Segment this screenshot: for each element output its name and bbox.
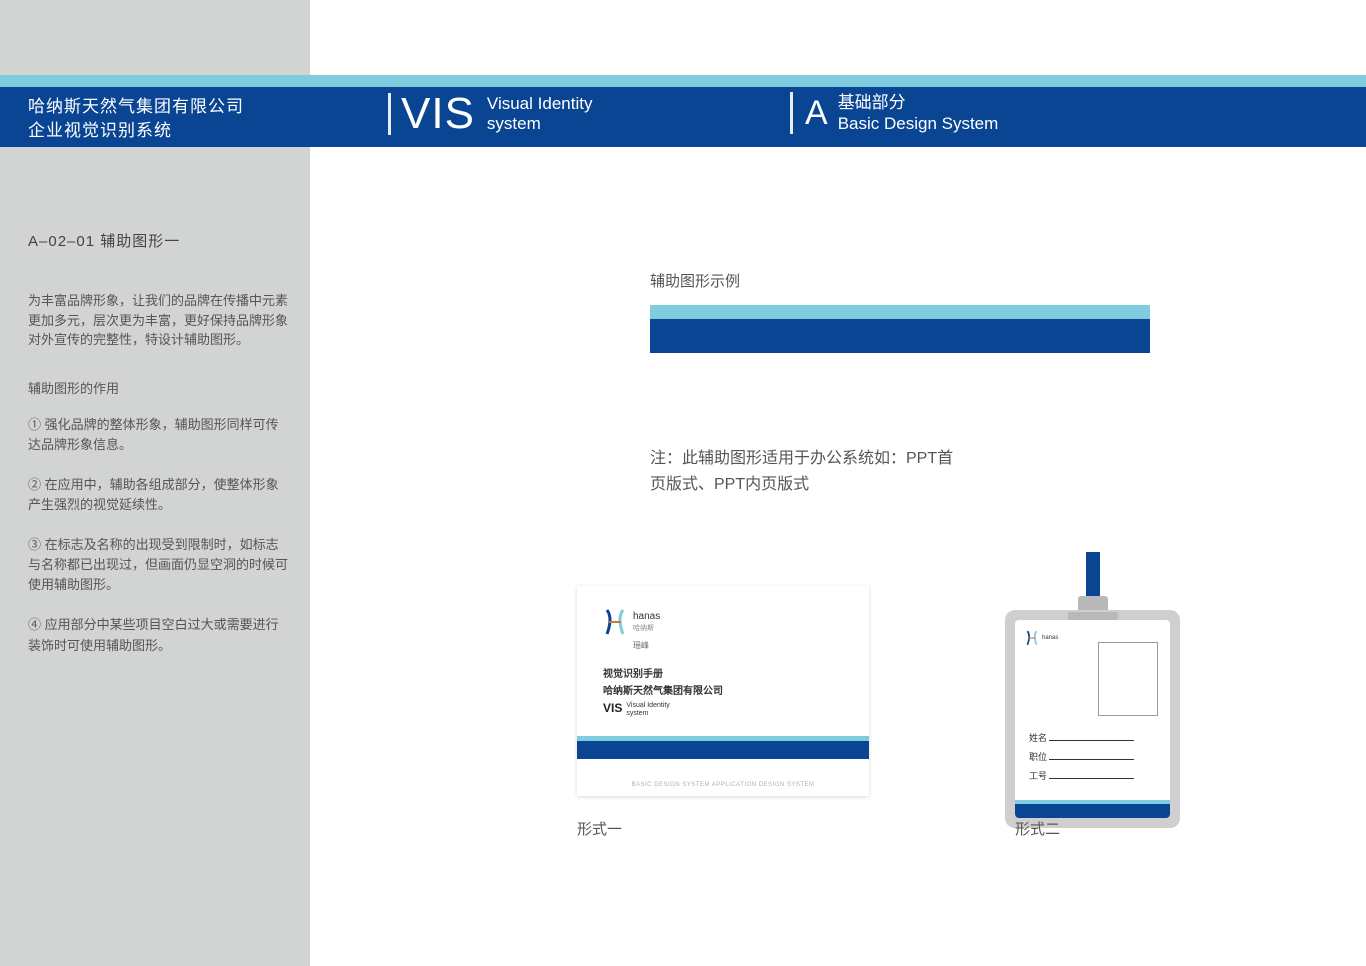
example-cyan-bar	[650, 305, 1150, 319]
form1-footer-text: BASIC DESIGN SYSTEM APPLICATION DESIGN S…	[577, 782, 869, 788]
sidebar-item-1: ① 强化品牌的整体形象，辅助图形同样可传达品牌形象信息。	[28, 415, 288, 455]
badge-brand-text: hanas	[1042, 635, 1058, 641]
badge-field-name: 姓名	[1029, 731, 1134, 744]
field-line	[1049, 733, 1134, 741]
example-blue-bar	[650, 319, 1150, 353]
header-blue-band: 哈纳斯天然气集团有限公司 企业视觉识别系统 VIS Visual Identit…	[0, 87, 1366, 147]
page-code: A–02–01 辅助图形一	[28, 230, 288, 251]
hanas-logo-icon	[1025, 630, 1039, 646]
badge-body: hanas 姓名 职位 工号	[1005, 610, 1180, 828]
sidebar-content: A–02–01 辅助图形一 为丰富品牌形象，让我们的品牌在传播中元素更加多元，层…	[28, 230, 288, 676]
page: 哈纳斯天然气集团有限公司 企业视觉识别系统 VIS Visual Identit…	[0, 0, 1366, 966]
header-company-line2: 企业视觉识别系统	[28, 119, 244, 143]
header-vis-block: VIS Visual Identity system	[388, 92, 592, 136]
header-section-text: 基础部分 Basic Design System	[838, 92, 999, 135]
badge-blue-band	[1015, 804, 1170, 818]
field-line	[1049, 752, 1134, 760]
badge-lanyard	[1086, 552, 1100, 602]
form1-vis-line: VIS Visual Identity system	[603, 701, 843, 717]
form1-sub-brand: 瑶峰	[633, 640, 843, 651]
example-note: 注：此辅助图形适用于办公系统如：PPT首 页版式、PPT内页版式	[650, 446, 953, 497]
form1-blue-band	[577, 741, 869, 759]
header-company: 哈纳斯天然气集团有限公司 企业视觉识别系统	[28, 95, 244, 143]
sidebar-item-4: ④ 应用部分中某些项目空白过大或需要进行装饰时可使用辅助图形。	[28, 615, 288, 655]
sidebar-item-2: ② 在应用中，辅助各组成部分，使整体形象产生强烈的视觉延续性。	[28, 475, 288, 515]
header-company-line1: 哈纳斯天然气集团有限公司	[28, 95, 244, 119]
sidebar-intro: 为丰富品牌形象，让我们的品牌在传播中元素更加多元，层次更为丰富，更好保持品牌形象…	[28, 291, 288, 350]
badge-fields: 姓名 职位 工号	[1029, 731, 1134, 788]
header-vis-subtitle: Visual Identity system	[487, 94, 593, 135]
form1-card: hanas 哈纳斯 瑶峰 视觉识别手册 哈纳斯天然气集团有限公司 VIS Vis…	[577, 586, 869, 796]
form1-inner: hanas 哈纳斯 瑶峰 视觉识别手册 哈纳斯天然气集团有限公司 VIS Vis…	[577, 586, 869, 796]
form1-label: 形式一	[577, 818, 622, 839]
hanas-logo-icon	[603, 608, 627, 636]
header-divider-2	[790, 92, 793, 134]
header-section-block: A 基础部分 Basic Design System	[790, 92, 998, 135]
sidebar-item-3: ③ 在标志及名称的出现受到限制时，如标志与名称都已出现过，但画面仍显空洞的时候可…	[28, 535, 288, 595]
badge-field-id: 工号	[1029, 769, 1134, 782]
header-divider-1	[388, 93, 391, 135]
form1-company: 哈纳斯天然气集团有限公司	[603, 682, 843, 697]
field-line	[1049, 771, 1134, 779]
form1-logo-text: hanas 哈纳斯	[633, 611, 660, 633]
badge-field-position: 职位	[1029, 750, 1134, 763]
form1-vis-sub: Visual Identity system	[626, 701, 669, 717]
badge-photo-placeholder	[1098, 642, 1158, 716]
header-section-letter: A	[805, 96, 828, 130]
header-vis-label: VIS	[401, 92, 475, 136]
form1-vis: VIS	[603, 701, 622, 715]
badge-clip-bar	[1068, 612, 1118, 620]
form1-title: 视觉识别手册	[603, 665, 843, 680]
form2-label: 形式二	[1015, 818, 1060, 839]
header-cyan-band	[0, 75, 1366, 87]
sidebar-subtitle: 辅助图形的作用	[28, 378, 288, 397]
example-title: 辅助图形示例	[650, 270, 740, 291]
badge-inner: hanas 姓名 职位 工号	[1015, 620, 1170, 818]
form1-logo-block: hanas 哈纳斯	[603, 608, 843, 636]
